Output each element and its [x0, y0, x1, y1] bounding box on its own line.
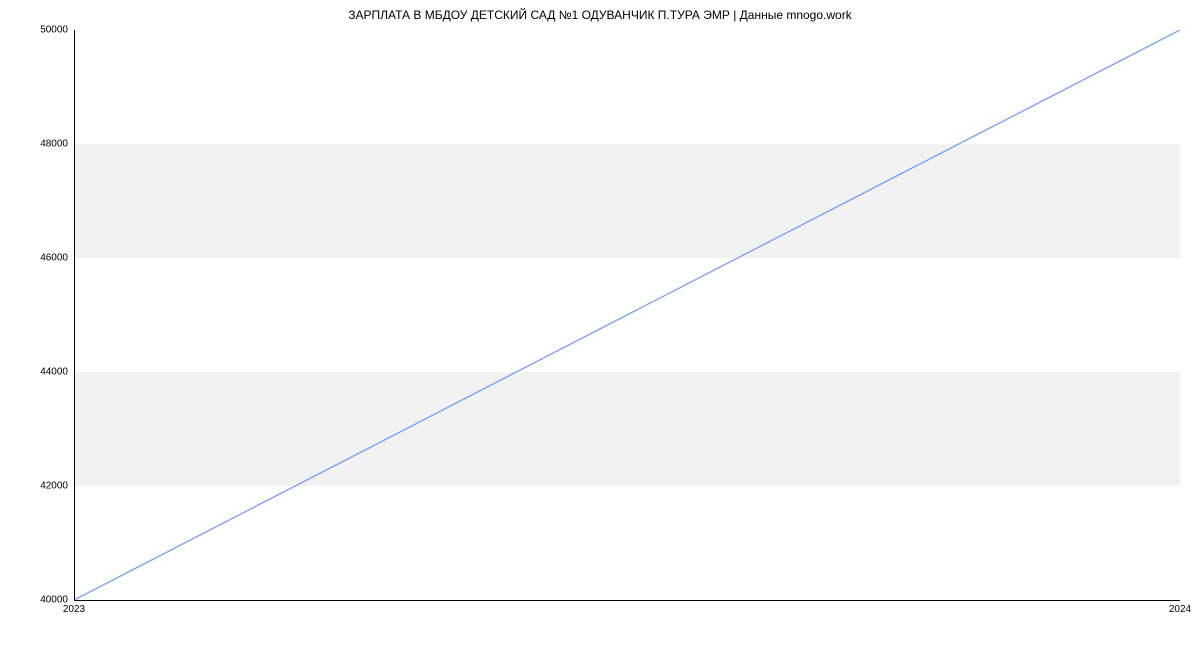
y-axis-line: [74, 30, 75, 600]
y-tick-label: 42000: [40, 481, 68, 492]
x-axis-line: [74, 600, 1180, 601]
chart-title: ЗАРПЛАТА В МБДОУ ДЕТСКИЙ САД №1 ОДУВАНЧИ…: [0, 8, 1200, 22]
salary-line-chart: ЗАРПЛАТА В МБДОУ ДЕТСКИЙ САД №1 ОДУВАНЧИ…: [0, 0, 1200, 650]
y-tick-label: 46000: [40, 253, 68, 264]
x-tick-label: 2024: [1169, 604, 1191, 615]
chart-svg: [74, 30, 1180, 600]
y-tick-label: 48000: [40, 139, 68, 150]
grid-band: [74, 372, 1180, 486]
series-line: [74, 30, 1180, 600]
x-tick-label: 2023: [63, 604, 85, 615]
y-tick-label: 44000: [40, 367, 68, 378]
grid-band: [74, 144, 1180, 258]
y-tick-label: 50000: [40, 25, 68, 36]
plot-area: [74, 30, 1180, 600]
